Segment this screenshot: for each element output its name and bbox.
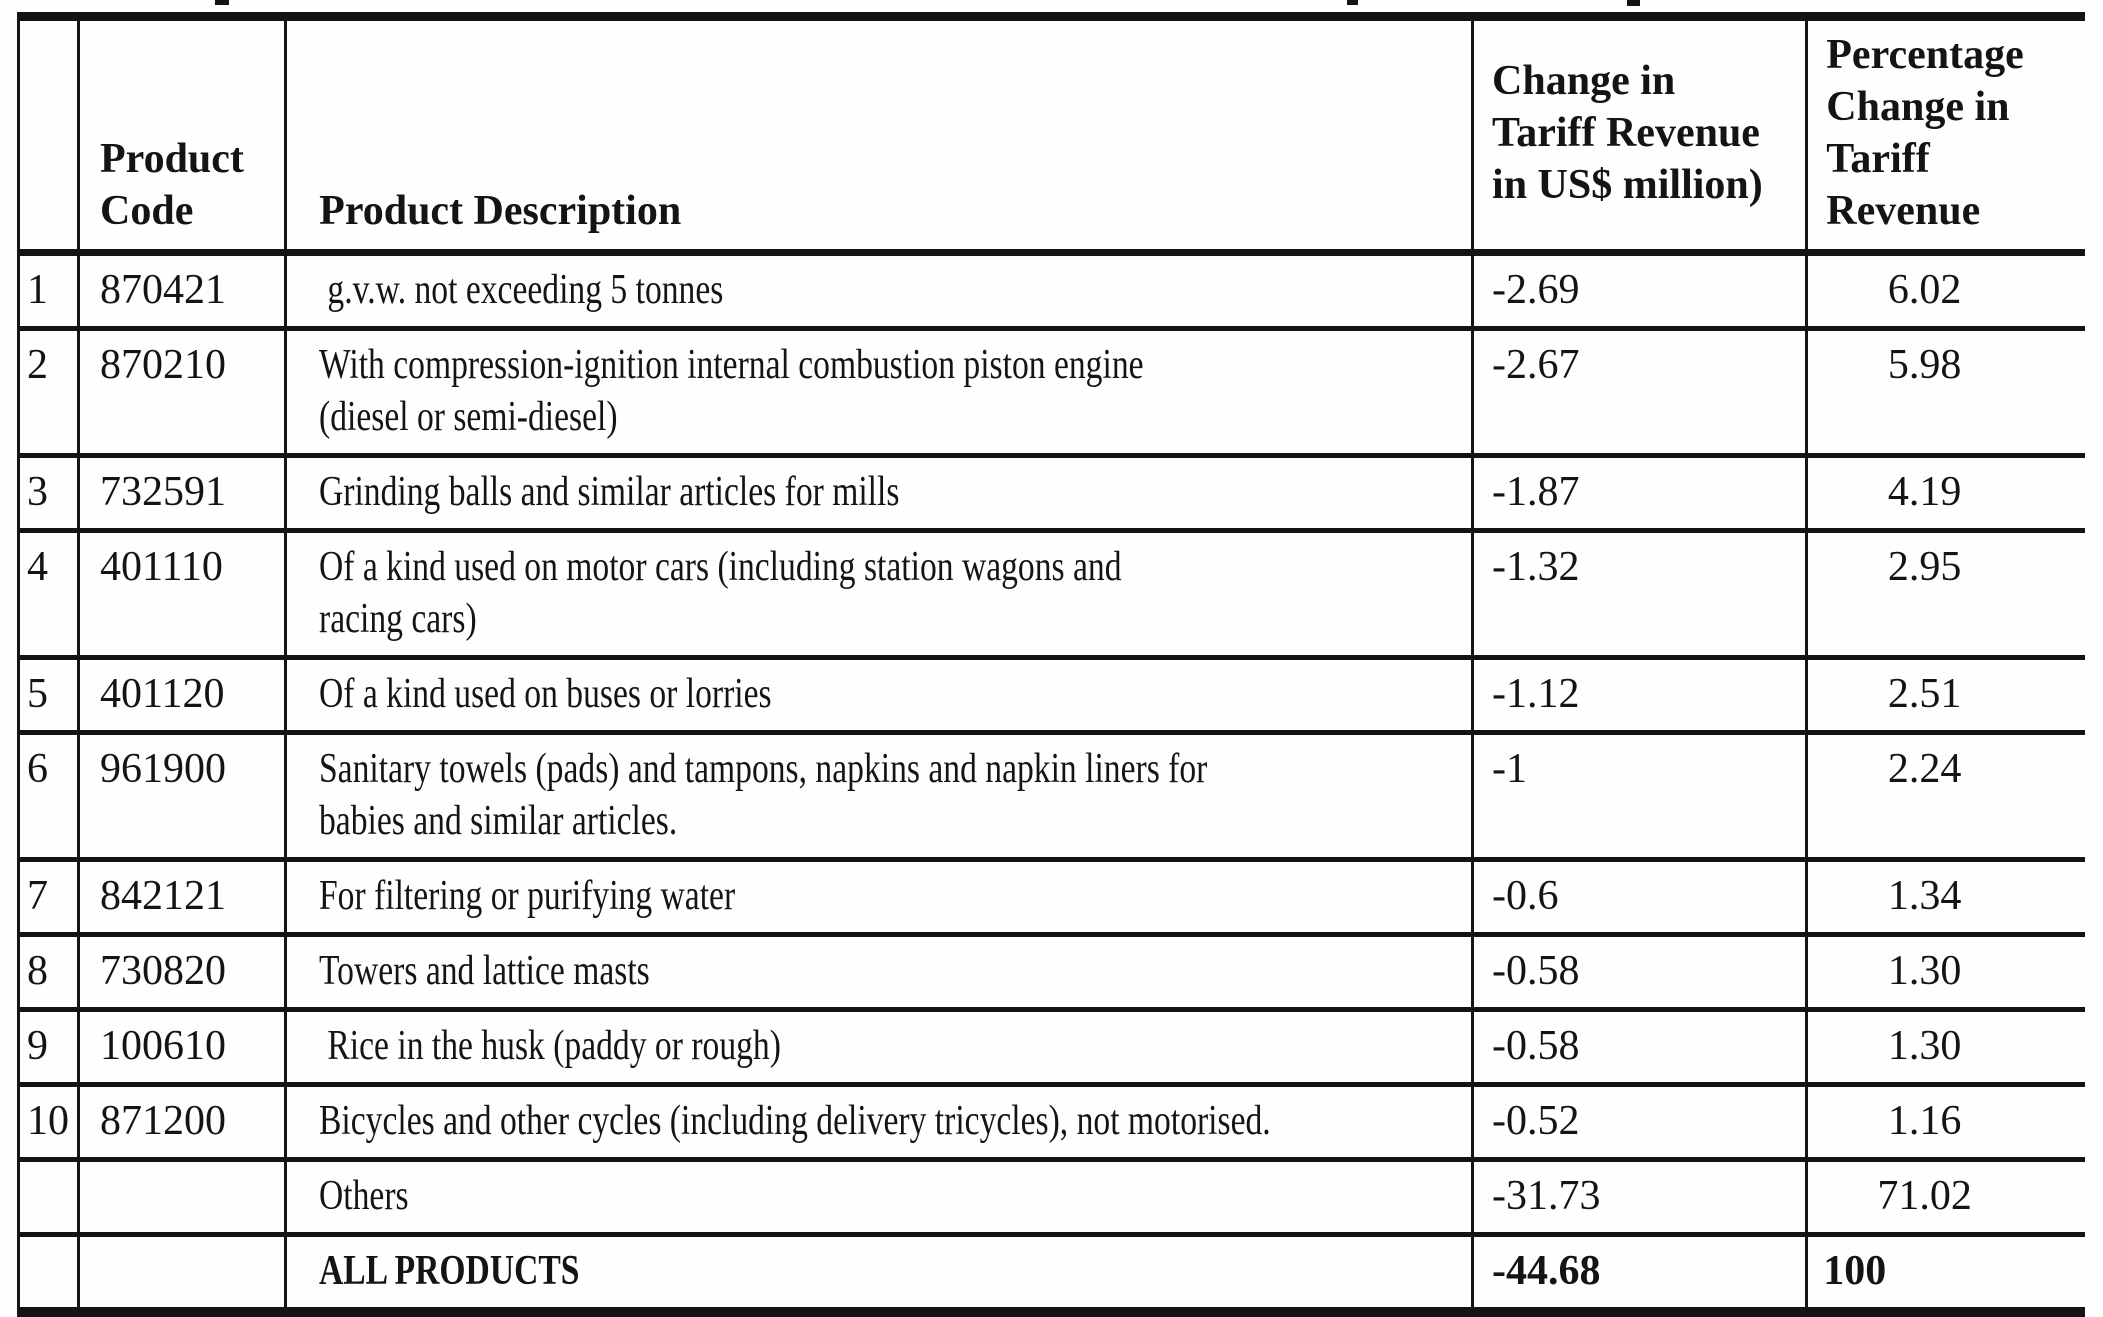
table-row: 3 732591 Grinding balls and similar articl… (16, 453, 2085, 531)
row-number-cell: 10 (16, 1082, 79, 1160)
percent-value-cell: 2.51 (1805, 655, 2085, 733)
change-value-cell: -1.87 (1471, 453, 1807, 531)
product-description-text: g.v.w. not exceeding 5 tonnes (319, 267, 724, 313)
product-description-cell: For filtering or purifying water (284, 857, 1473, 935)
percent-value-cell: 6.02 (1805, 250, 2085, 329)
percent-value-cell: 1.34 (1805, 857, 2085, 935)
summary-row: ALL PRODUCTS -44.68 100 (16, 1232, 2085, 1312)
table-row: 6 961900 Sanitary towels (pads) and tampon… (16, 730, 2085, 860)
product-code-cell: 870210 (77, 326, 286, 456)
row-number-cell (16, 1232, 79, 1312)
scanned-page: Product Code Product Description Change … (16, 0, 2085, 1317)
change-value-cell: -1.12 (1471, 655, 1807, 733)
product-description-cell: g.v.w. not exceeding 5 tonnes (284, 250, 1473, 329)
product-description-text: Bicycles and other cycles (including del… (319, 1098, 1271, 1144)
percent-value-cell: 4.19 (1805, 453, 2085, 531)
change-value-cell: -31.73 (1471, 1157, 1807, 1235)
change-value-cell: -1 (1471, 730, 1807, 860)
product-code-cell (77, 1232, 286, 1312)
product-description-text: With compression-ignition internal combu… (319, 342, 1144, 440)
product-description-cell: Rice in the husk (paddy or rough) (284, 1007, 1473, 1085)
percent-value-cell: 2.95 (1805, 528, 2085, 658)
table-row: 9 100610 Rice in the husk (paddy or rough… (16, 1007, 2085, 1085)
product-description-text: Of a kind used on buses or lorries (319, 671, 772, 717)
change-value-cell: -0.6 (1471, 857, 1807, 935)
product-description-text: Sanitary towels (pads) and tampons, napk… (319, 746, 1208, 844)
product-description-header: Product Description (284, 14, 1473, 256)
percent-value-cell: 100 (1805, 1232, 2085, 1312)
change-value-cell: -0.58 (1471, 1007, 1807, 1085)
product-description-text: Grinding balls and similar articles for … (319, 469, 900, 515)
row-number-cell (16, 1157, 79, 1235)
percent-value-cell: 5.98 (1805, 326, 2085, 456)
product-description-text: For filtering or purifying water (319, 873, 736, 919)
product-code-cell: 732591 (77, 453, 286, 531)
product-description-text: Of a kind used on motor cars (including … (319, 544, 1122, 642)
percentage-change-header: Percentage Change in Tariff Revenue (1805, 14, 2085, 256)
change-value-cell: -2.67 (1471, 326, 1807, 456)
table-row: 7 842121 For filtering or purifying water -… (16, 857, 2085, 935)
row-number-cell: 4 (16, 528, 79, 658)
product-code-cell: 870421 (77, 250, 286, 329)
cropped-title-fragment (1627, 0, 1640, 6)
product-code-cell: 842121 (77, 857, 286, 935)
change-value-cell: -0.58 (1471, 932, 1807, 1010)
change-value-cell: -44.68 (1471, 1232, 1807, 1312)
product-description-cell: With compression-ignition internal combu… (284, 326, 1473, 456)
table-row: 10 871200 Bicycles and other cycles (inclu… (16, 1082, 2085, 1160)
table-row: 5 401120 Of a kind used on buses or lorrie… (16, 655, 2085, 733)
percent-value-cell: 1.30 (1805, 932, 2085, 1010)
product-code-cell: 401110 (77, 528, 286, 658)
product-code-cell: 730820 (77, 932, 286, 1010)
product-description-text: ALL PRODUCTS (319, 1248, 580, 1294)
summary-row: Others -31.73 71.02 (16, 1157, 2085, 1235)
product-code-cell: 961900 (77, 730, 286, 860)
percent-value-cell: 2.24 (1805, 730, 2085, 860)
tariff-revenue-table: Product Code Product Description Change … (16, 12, 2085, 1317)
product-description-cell: Grinding balls and similar articles for … (284, 453, 1473, 531)
row-number-cell: 3 (16, 453, 79, 531)
percent-value-cell: 1.30 (1805, 1007, 2085, 1085)
percent-value-cell: 71.02 (1805, 1157, 2085, 1235)
product-code-cell: 401120 (77, 655, 286, 733)
row-number-cell: 6 (16, 730, 79, 860)
row-number-cell: 9 (16, 1007, 79, 1085)
product-description-cell: ALL PRODUCTS (284, 1232, 1473, 1312)
table-row: 4 401110 Of a kind used on motor cars (inc… (16, 528, 2085, 658)
row-number-cell: 2 (16, 326, 79, 456)
table-body: 1 870421 g.v.w. not exceeding 5 tonnes -2.… (16, 250, 2085, 1312)
row-number-cell: 8 (16, 932, 79, 1010)
product-description-cell: Of a kind used on buses or lorries (284, 655, 1473, 733)
product-description-text: Others (319, 1173, 409, 1219)
product-code-header: Product Code (77, 14, 286, 256)
change-value-cell: -1.32 (1471, 528, 1807, 658)
table-header-row: Product Code Product Description Change … (16, 14, 2085, 256)
cropped-title-fragment (1347, 0, 1358, 5)
table-row: 1 870421 g.v.w. not exceeding 5 tonnes -2.… (16, 250, 2085, 329)
product-description-text: Towers and lattice masts (319, 948, 650, 994)
product-code-cell (77, 1157, 286, 1235)
product-description-cell: Sanitary towels (pads) and tampons, napk… (284, 730, 1473, 860)
table-row: 2 870210 With compression-ignition interna… (16, 326, 2085, 456)
change-value-cell: -0.52 (1471, 1082, 1807, 1160)
row-number-header (16, 14, 79, 256)
product-description-cell: Others (284, 1157, 1473, 1235)
product-description-cell: Of a kind used on motor cars (including … (284, 528, 1473, 658)
percent-value-cell: 1.16 (1805, 1082, 2085, 1160)
product-description-text: Rice in the husk (paddy or rough) (319, 1023, 782, 1069)
product-code-cell: 871200 (77, 1082, 286, 1160)
row-number-cell: 7 (16, 857, 79, 935)
row-number-cell: 1 (16, 250, 79, 329)
change-value-cell: -2.69 (1471, 250, 1807, 329)
product-description-cell: Towers and lattice masts (284, 932, 1473, 1010)
table-row: 8 730820 Towers and lattice masts -0.58 1.30 (16, 932, 2085, 1010)
row-number-cell: 5 (16, 655, 79, 733)
product-description-cell: Bicycles and other cycles (including del… (284, 1082, 1473, 1160)
product-code-cell: 100610 (77, 1007, 286, 1085)
change-in-tariff-revenue-header: Change in Tariff Revenue in US$ million) (1471, 14, 1807, 256)
cropped-title-fragment (215, 0, 229, 5)
